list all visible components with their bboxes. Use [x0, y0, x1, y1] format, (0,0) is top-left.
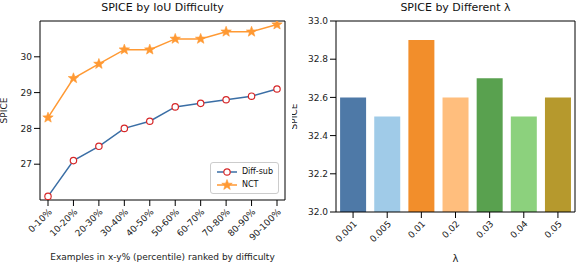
svg-text:80-90%: 80-90% — [225, 206, 258, 239]
svg-text:32.8: 32.8 — [308, 54, 328, 64]
svg-text:0.01: 0.01 — [406, 219, 427, 240]
svg-text:0.005: 0.005 — [368, 219, 393, 244]
svg-text:0.02: 0.02 — [440, 219, 461, 240]
svg-text:Examples in x-y% (percentile): Examples in x-y% (percentile) ranked by … — [50, 252, 275, 262]
svg-text:60-70%: 60-70% — [175, 206, 207, 239]
html-text:Diff-sub: Diff-sub — [241, 167, 273, 176]
svg-text:0-10%: 0-10% — [26, 206, 54, 235]
svg-text:32.6: 32.6 — [308, 93, 328, 103]
svg-text:0.04: 0.04 — [508, 219, 529, 240]
svg-text:90-100%: 90-100% — [247, 207, 283, 243]
svg-text:0.001: 0.001 — [334, 219, 359, 244]
svg-text:0.03: 0.03 — [474, 219, 495, 240]
svg-text:32.4: 32.4 — [308, 131, 328, 141]
svg-text:10-20%: 10-20% — [47, 206, 80, 239]
svg-text:40-50%: 40-50% — [124, 206, 156, 239]
svg-text:0.05: 0.05 — [543, 219, 564, 240]
svg-text:SPICE: SPICE — [8, 97, 9, 123]
svg-text:30-40%: 30-40% — [98, 206, 131, 239]
svg-text:30: 30 — [21, 52, 33, 62]
svg-text:32.0: 32.0 — [308, 207, 328, 217]
svg-text:28: 28 — [21, 124, 33, 134]
svg-text:20-30%: 20-30% — [73, 206, 105, 239]
svg-text:70-80%: 70-80% — [200, 206, 232, 239]
svg-text:SPICE: SPICE — [292, 103, 299, 129]
svg-text:50-60%: 50-60% — [149, 206, 182, 239]
svg-text:27: 27 — [21, 159, 32, 169]
html-text:SPICE by Different λ: SPICE by Different λ — [400, 1, 511, 14]
html-text:SPICE by IoU Difficulty: SPICE by IoU Difficulty — [101, 1, 224, 14]
svg-text:29: 29 — [21, 88, 33, 98]
svg-text:32.2: 32.2 — [308, 169, 328, 179]
html-text:NCT: NCT — [241, 180, 259, 189]
svg-text:λ: λ — [453, 253, 459, 262]
svg-text:33.0: 33.0 — [308, 16, 328, 26]
